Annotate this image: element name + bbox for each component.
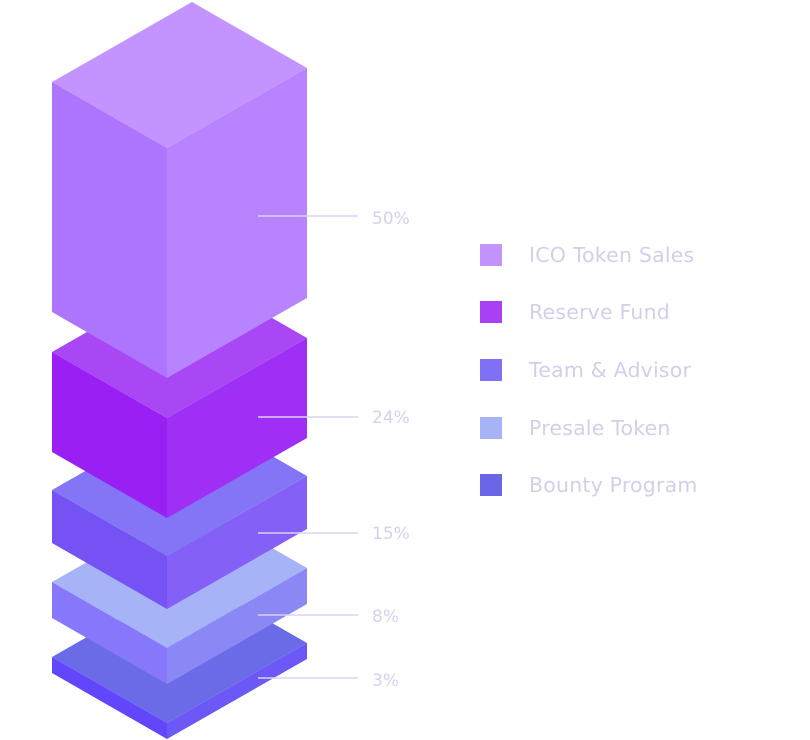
block-right-face-reserve-fund <box>167 338 307 518</box>
legend-swatch <box>480 301 502 323</box>
legend-item: Presale Token <box>480 416 671 440</box>
legend-label: ICO Token Sales <box>529 243 695 267</box>
legend-item: Team & Advisor <box>480 358 691 382</box>
block-right-face-team-advisor <box>167 476 307 609</box>
block-left-face-presale-token <box>52 582 167 684</box>
legend-label: Reserve Fund <box>529 300 670 324</box>
percent-label: 50% <box>372 209 410 229</box>
percent-label: 24% <box>372 408 410 428</box>
legend-label: Bounty Program <box>529 473 698 497</box>
block-right-face-ico-token-sales <box>167 68 307 378</box>
block-top-face-ico-token-sales <box>52 2 307 148</box>
block-left-face-bounty-program <box>52 657 167 739</box>
legend-item: Bounty Program <box>480 473 698 497</box>
block-right-face-bounty-program <box>167 643 307 739</box>
legend-swatch <box>480 417 502 439</box>
legend-swatch <box>480 244 502 266</box>
percent-label: 3% <box>372 671 399 691</box>
block-left-face-reserve-fund <box>52 352 167 518</box>
percent-label: 15% <box>372 524 410 544</box>
block-left-face-ico-token-sales <box>52 82 167 378</box>
block-right-face-presale-token <box>167 568 307 684</box>
percent-label: 8% <box>372 607 399 627</box>
legend-label: Presale Token <box>529 416 671 440</box>
legend-label: Team & Advisor <box>529 358 692 382</box>
legend-swatch <box>480 359 502 381</box>
legend-swatch <box>480 474 502 496</box>
legend-item: ICO Token Sales <box>480 243 694 267</box>
legend-item: Reserve Fund <box>480 300 670 324</box>
block-left-face-team-advisor <box>52 490 167 609</box>
